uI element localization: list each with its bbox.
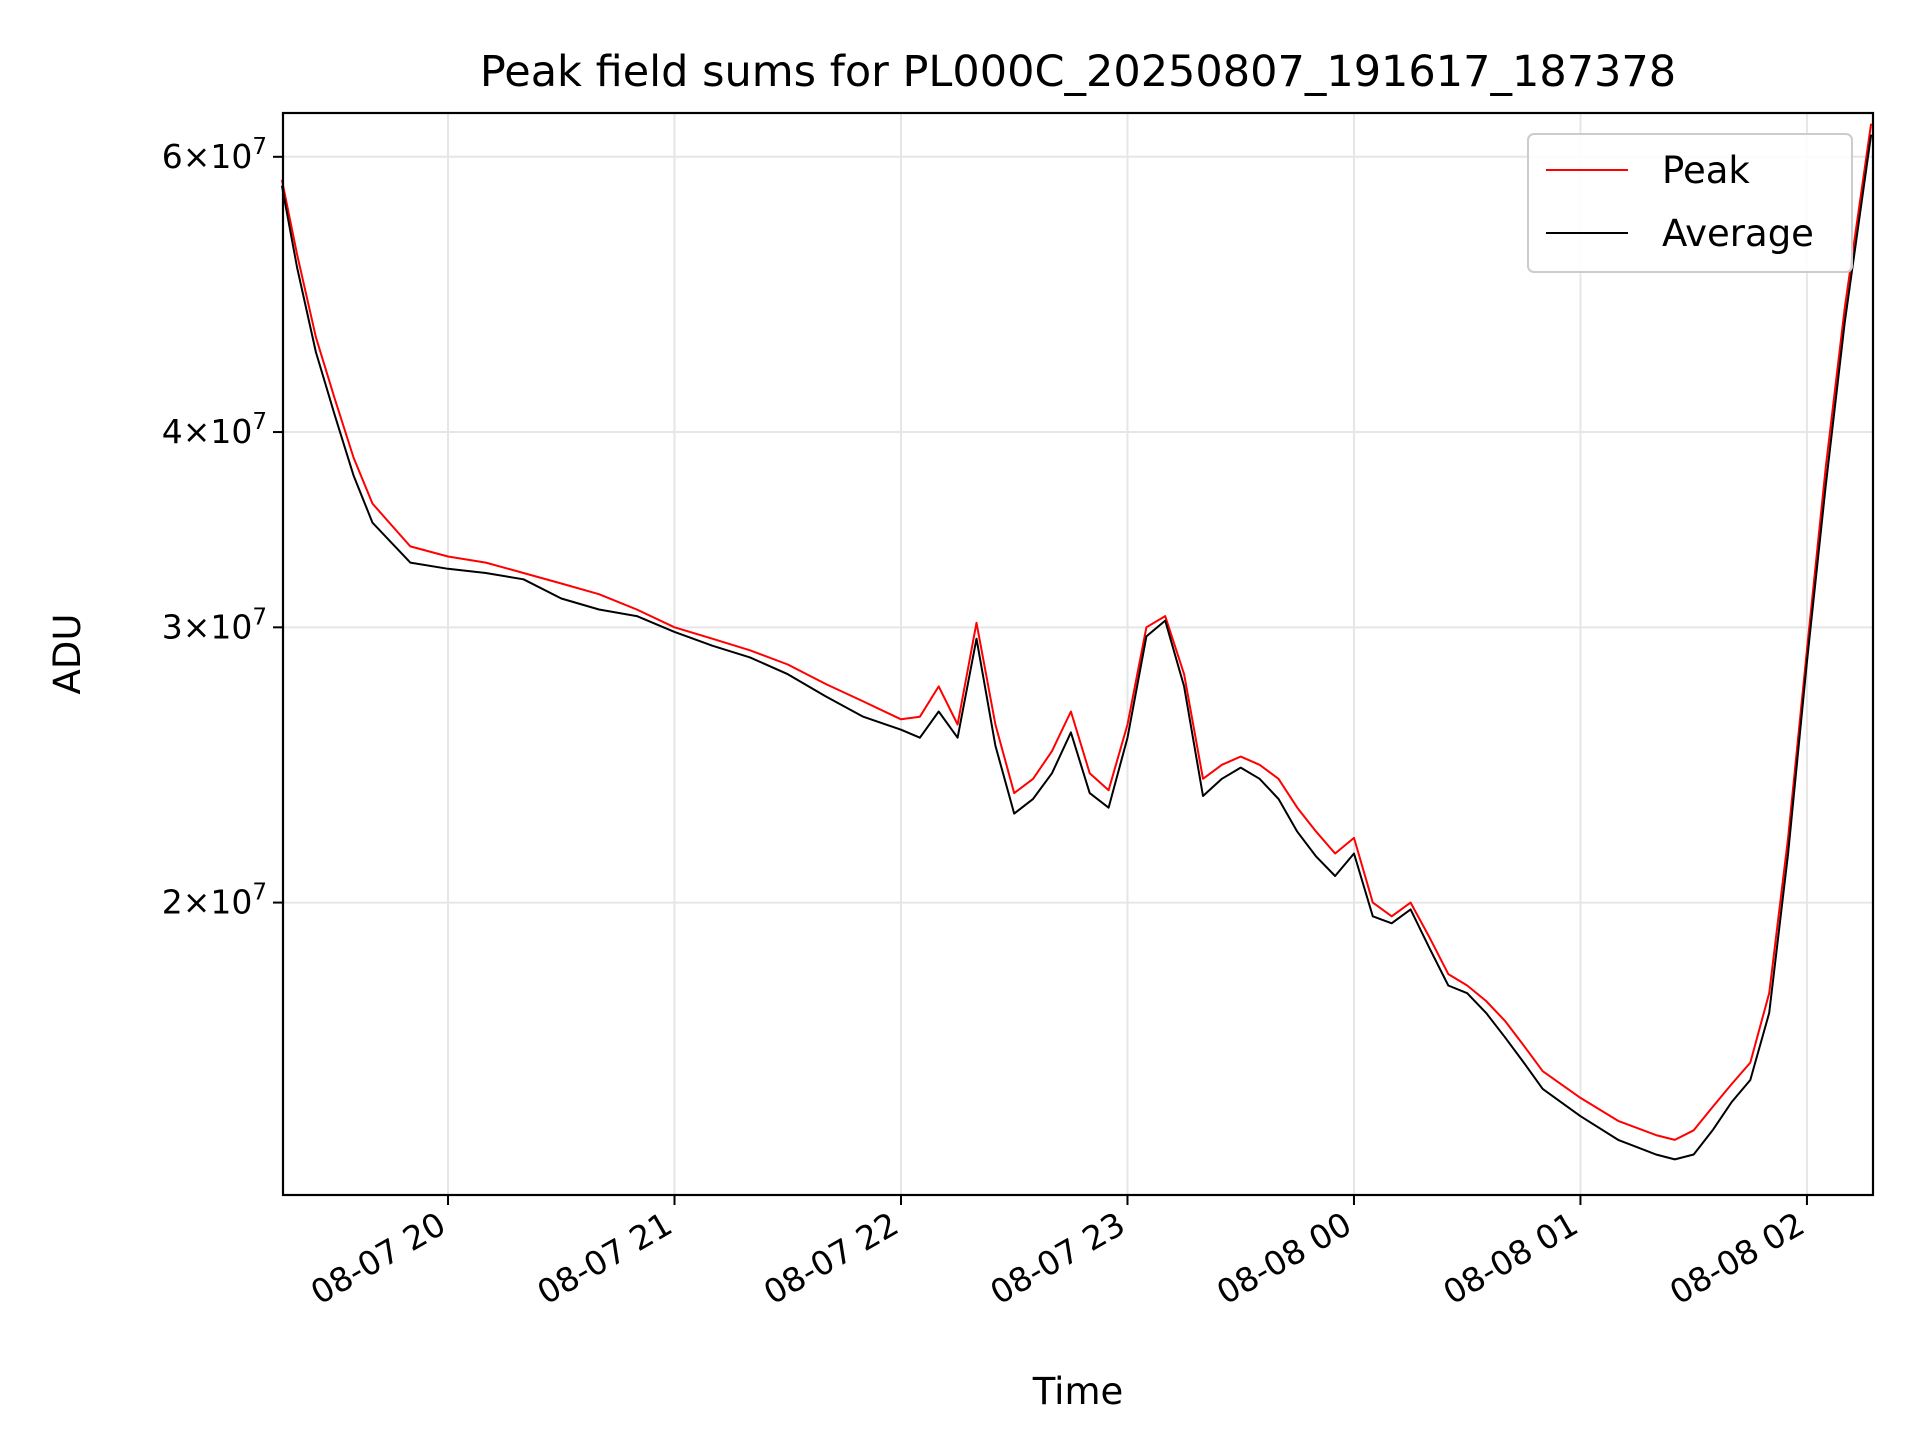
y-axis-label: ADU: [46, 614, 89, 695]
plot-series: [280, 123, 1873, 1161]
y-tick-label: 4×107: [162, 409, 267, 451]
y-axis-ticks: 2×107 3×107 4×107 6×107: [162, 134, 283, 922]
chart-title: Peak field sums for PL000C_20250807_1916…: [480, 47, 1676, 97]
legend: Peak Average: [1527, 133, 1853, 273]
series-line-peak: [280, 123, 1873, 1141]
y-tick-label: 2×107: [162, 880, 267, 922]
y-tick-label: 6×107: [162, 134, 267, 176]
x-axis-label: Time: [1032, 1370, 1124, 1413]
y-tick-label: 3×107: [162, 604, 267, 646]
series-line-average: [280, 134, 1873, 1161]
plot-area-frame: [281, 111, 1875, 1197]
legend-label-average: Average: [1662, 212, 1814, 255]
legend-label-peak: Peak: [1662, 149, 1750, 192]
legend-box: [1527, 133, 1853, 273]
